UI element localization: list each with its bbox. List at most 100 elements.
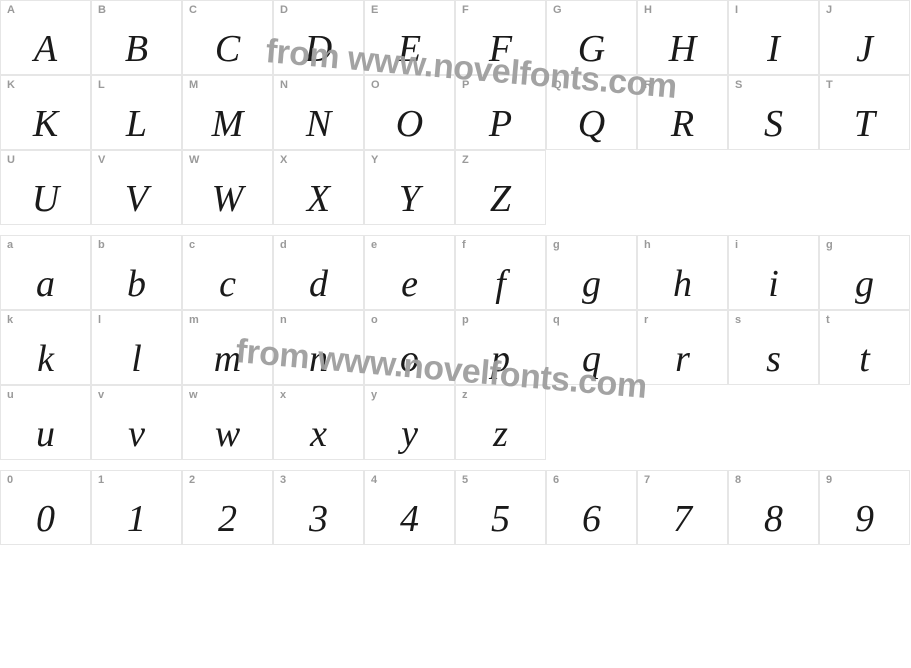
cell-glyph: J: [820, 30, 909, 68]
glyph-cell[interactable]: gg: [819, 235, 910, 310]
glyph-cell[interactable]: zz: [455, 385, 546, 460]
cell-glyph: R: [638, 105, 727, 143]
cell-label: E: [371, 4, 378, 16]
cell-glyph: k: [1, 340, 90, 378]
cell-label: 7: [644, 474, 650, 486]
glyph-cell[interactable]: rr: [637, 310, 728, 385]
glyph-cell[interactable]: II: [728, 0, 819, 75]
glyph-cell[interactable]: ll: [91, 310, 182, 385]
cell-glyph: S: [729, 105, 818, 143]
cell-glyph: O: [365, 105, 454, 143]
glyph-cell[interactable]: ii: [728, 235, 819, 310]
glyph-cell[interactable]: RR: [637, 75, 728, 150]
glyph-cell[interactable]: DD: [273, 0, 364, 75]
cell-label: O: [371, 79, 380, 91]
glyph-cell[interactable]: 44: [364, 470, 455, 545]
glyph-cell[interactable]: mm: [182, 310, 273, 385]
glyph-cell[interactable]: UU: [0, 150, 91, 225]
glyph-cell[interactable]: GG: [546, 0, 637, 75]
cell-glyph: t: [820, 340, 909, 378]
glyph-cell[interactable]: JJ: [819, 0, 910, 75]
glyph-cell[interactable]: bb: [91, 235, 182, 310]
glyph-cell[interactable]: OO: [364, 75, 455, 150]
cell-glyph: r: [638, 340, 727, 378]
glyph-row: AABBCCDDEEFFGGHHIIJJ: [0, 0, 910, 75]
cell-label: G: [553, 4, 562, 16]
glyph-cell[interactable]: VV: [91, 150, 182, 225]
glyph-cell[interactable]: 00: [0, 470, 91, 545]
glyph-cell[interactable]: MM: [182, 75, 273, 150]
cell-label: D: [280, 4, 288, 16]
cell-glyph: i: [729, 265, 818, 303]
glyph-cell[interactable]: HH: [637, 0, 728, 75]
glyph-cell[interactable]: qq: [546, 310, 637, 385]
glyph-cell[interactable]: KK: [0, 75, 91, 150]
cell-glyph: Q: [547, 105, 636, 143]
cell-label: v: [98, 389, 104, 401]
cell-glyph: b: [92, 265, 181, 303]
glyph-cell[interactable]: QQ: [546, 75, 637, 150]
glyph-cell[interactable]: ee: [364, 235, 455, 310]
glyph-cell[interactable]: kk: [0, 310, 91, 385]
cell-glyph: 1: [92, 500, 181, 538]
glyph-cell[interactable]: vv: [91, 385, 182, 460]
glyph-cell[interactable]: LL: [91, 75, 182, 150]
glyph-cell[interactable]: oo: [364, 310, 455, 385]
glyph-cell[interactable]: CC: [182, 0, 273, 75]
cell-glyph: A: [1, 30, 90, 68]
cell-label: 8: [735, 474, 741, 486]
cell-glyph: K: [1, 105, 90, 143]
cell-glyph: a: [1, 265, 90, 303]
cell-label: 3: [280, 474, 286, 486]
glyph-cell[interactable]: ZZ: [455, 150, 546, 225]
glyph-cell[interactable]: EE: [364, 0, 455, 75]
cell-glyph: 9: [820, 500, 909, 538]
cell-glyph: o: [365, 340, 454, 378]
cell-label: d: [280, 239, 287, 251]
glyph-cell[interactable]: 55: [455, 470, 546, 545]
glyph-cell[interactable]: ss: [728, 310, 819, 385]
cell-glyph: T: [820, 105, 909, 143]
glyph-cell[interactable]: 77: [637, 470, 728, 545]
glyph-cell[interactable]: tt: [819, 310, 910, 385]
glyph-cell[interactable]: 22: [182, 470, 273, 545]
cell-label: b: [98, 239, 105, 251]
glyph-cell[interactable]: 33: [273, 470, 364, 545]
glyph-cell[interactable]: xx: [273, 385, 364, 460]
glyph-cell[interactable]: XX: [273, 150, 364, 225]
glyph-cell[interactable]: NN: [273, 75, 364, 150]
glyph-cell[interactable]: WW: [182, 150, 273, 225]
glyph-cell[interactable]: 11: [91, 470, 182, 545]
glyph-cell[interactable]: nn: [273, 310, 364, 385]
glyph-cell[interactable]: YY: [364, 150, 455, 225]
glyph-cell[interactable]: BB: [91, 0, 182, 75]
glyph-cell[interactable]: 88: [728, 470, 819, 545]
cell-glyph: h: [638, 265, 727, 303]
glyph-cell[interactable]: aa: [0, 235, 91, 310]
cell-glyph: N: [274, 105, 363, 143]
cell-label: i: [735, 239, 738, 251]
font-character-map: AABBCCDDEEFFGGHHIIJJKKLLMMNNOOPPQQRRSSTT…: [0, 0, 911, 668]
cell-label: Z: [462, 154, 469, 166]
glyph-cell[interactable]: cc: [182, 235, 273, 310]
glyph-cell[interactable]: 66: [546, 470, 637, 545]
glyph-cell[interactable]: 99: [819, 470, 910, 545]
glyph-cell[interactable]: PP: [455, 75, 546, 150]
glyph-cell[interactable]: pp: [455, 310, 546, 385]
cell-glyph: x: [274, 415, 363, 453]
glyph-cell[interactable]: ww: [182, 385, 273, 460]
cell-label: R: [644, 79, 652, 91]
cell-label: a: [7, 239, 13, 251]
glyph-cell[interactable]: dd: [273, 235, 364, 310]
glyph-cell[interactable]: gg: [546, 235, 637, 310]
glyph-cell[interactable]: AA: [0, 0, 91, 75]
glyph-cell[interactable]: FF: [455, 0, 546, 75]
glyph-cell[interactable]: SS: [728, 75, 819, 150]
glyph-cell[interactable]: TT: [819, 75, 910, 150]
glyph-cell[interactable]: uu: [0, 385, 91, 460]
glyph-cell[interactable]: hh: [637, 235, 728, 310]
cell-label: 5: [462, 474, 468, 486]
glyph-cell[interactable]: yy: [364, 385, 455, 460]
cell-label: A: [7, 4, 15, 16]
glyph-cell[interactable]: ff: [455, 235, 546, 310]
